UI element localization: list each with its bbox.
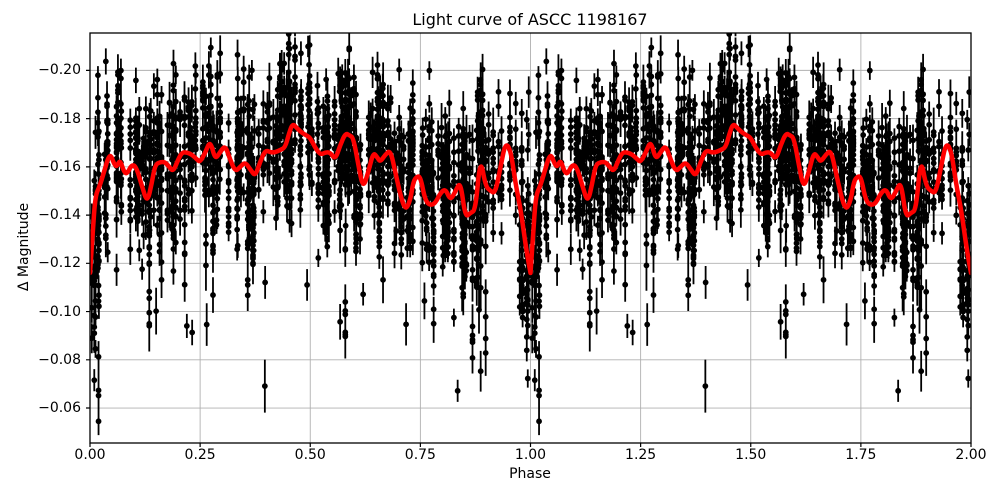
y-tick-label: −0.08 [38, 351, 81, 368]
y-tick-label: −0.18 [38, 110, 81, 127]
y-tick-label: −0.06 [38, 400, 81, 417]
chart-title: Light curve of ASCC 1198167 [412, 10, 648, 29]
x-tick-label: 1.50 [735, 447, 767, 463]
x-axis-label: Phase [509, 466, 551, 482]
y-tick-label: −0.10 [38, 303, 81, 320]
y-tick-label: −0.16 [38, 158, 81, 175]
y-tick-label: −0.14 [38, 207, 81, 224]
x-tick-label: 1.75 [845, 447, 877, 463]
x-tick-label: 0.75 [404, 447, 436, 463]
x-tick-label: 2.00 [955, 447, 987, 463]
x-tick-label: 0.25 [184, 447, 216, 463]
x-tick-label: 1.00 [514, 447, 547, 463]
x-tick-label: 0.00 [74, 447, 106, 463]
x-tick-label: 1.25 [625, 447, 657, 463]
y-tick-label: −0.12 [38, 255, 81, 272]
y-tick-label: −0.20 [38, 62, 81, 79]
x-tick-label: 0.50 [294, 447, 326, 463]
